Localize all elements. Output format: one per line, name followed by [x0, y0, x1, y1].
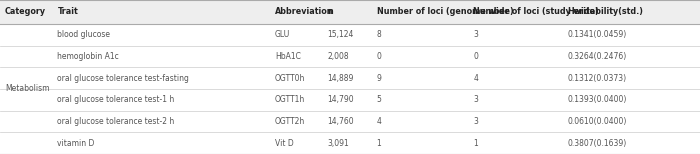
Text: 3,091: 3,091	[328, 139, 349, 148]
Text: Metabolism: Metabolism	[5, 84, 50, 93]
Text: vitamin D: vitamin D	[57, 139, 94, 148]
Text: 2,008: 2,008	[328, 52, 349, 61]
Text: Heritability(std.): Heritability(std.)	[567, 7, 643, 16]
Text: 0.1312(0.0373): 0.1312(0.0373)	[567, 74, 626, 83]
Text: 0.3264(0.2476): 0.3264(0.2476)	[567, 52, 626, 61]
Bar	[0, 46, 700, 67]
Text: blood glucose: blood glucose	[57, 30, 111, 39]
Text: 3: 3	[473, 95, 478, 104]
Text: Category: Category	[5, 7, 46, 16]
Text: 14,760: 14,760	[328, 117, 354, 126]
Bar	[0, 0, 700, 24]
Text: OGTT1h: OGTT1h	[275, 95, 305, 104]
Text: 4: 4	[377, 117, 382, 126]
Text: 3: 3	[473, 117, 478, 126]
Bar	[0, 89, 700, 111]
Text: 8: 8	[377, 30, 382, 39]
Text: 0.3807(0.1639): 0.3807(0.1639)	[567, 139, 626, 148]
Text: 9: 9	[377, 74, 382, 83]
Text: Abbreviation: Abbreviation	[275, 7, 334, 16]
Text: Vit D: Vit D	[275, 139, 294, 148]
Text: Trait: Trait	[57, 7, 78, 16]
Text: oral glucose tolerance test-1 h: oral glucose tolerance test-1 h	[57, 95, 175, 104]
Text: 0.1393(0.0400): 0.1393(0.0400)	[567, 95, 626, 104]
Text: 5: 5	[377, 95, 382, 104]
Bar	[0, 111, 700, 132]
Bar	[0, 24, 700, 46]
Text: OGTT2h: OGTT2h	[275, 117, 305, 126]
Bar	[0, 67, 700, 89]
Bar	[0, 132, 700, 154]
Text: 0: 0	[473, 52, 478, 61]
Text: oral glucose tolerance test-2 h: oral glucose tolerance test-2 h	[57, 117, 175, 126]
Text: 0.1341(0.0459): 0.1341(0.0459)	[567, 30, 626, 39]
Text: 4: 4	[473, 74, 478, 83]
Text: Number of loci (genome wide): Number of loci (genome wide)	[377, 7, 513, 16]
Text: 14,790: 14,790	[328, 95, 354, 104]
Text: 0.0610(0.0400): 0.0610(0.0400)	[567, 117, 626, 126]
Text: 14,889: 14,889	[328, 74, 354, 83]
Text: n: n	[328, 7, 333, 16]
Text: GLU: GLU	[275, 30, 290, 39]
Text: 3: 3	[473, 30, 478, 39]
Text: 15,124: 15,124	[328, 30, 354, 39]
Text: HbA1C: HbA1C	[275, 52, 301, 61]
Text: 1: 1	[473, 139, 478, 148]
Text: Number of loci (study wide): Number of loci (study wide)	[473, 7, 599, 16]
Text: oral glucose tolerance test-fasting: oral glucose tolerance test-fasting	[57, 74, 189, 83]
Text: 0: 0	[377, 52, 382, 61]
Text: hemoglobin A1c: hemoglobin A1c	[57, 52, 119, 61]
Text: 1: 1	[377, 139, 382, 148]
Text: OGTT0h: OGTT0h	[275, 74, 305, 83]
